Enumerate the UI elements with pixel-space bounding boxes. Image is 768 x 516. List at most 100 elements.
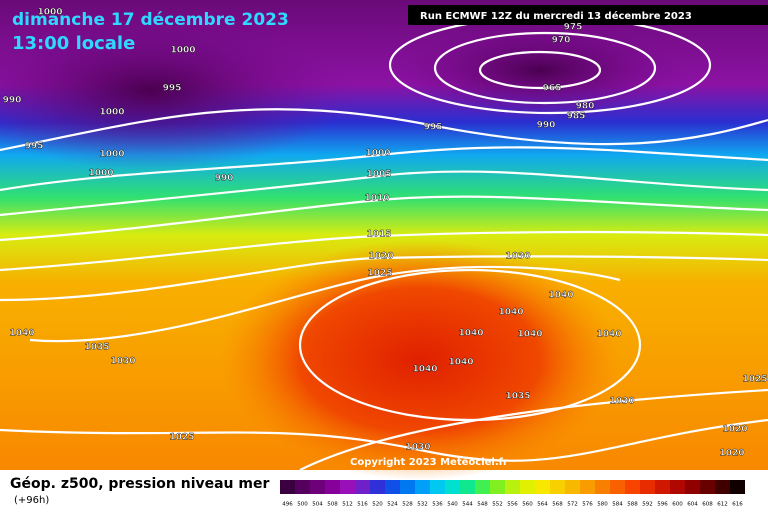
isobar-label: 985 (567, 112, 586, 122)
date: dimanche 17 décembre 2023 (12, 10, 289, 30)
legend-label: 536 (432, 502, 443, 508)
legend-swatch (715, 480, 730, 494)
isobar-label: 1000 (170, 46, 195, 56)
isobar-label: 1040 (458, 329, 483, 339)
legend-swatch (430, 480, 445, 494)
legend-label: 568 (552, 502, 563, 508)
legend-swatch (475, 480, 490, 494)
isobar-label: 965 (543, 84, 562, 94)
isobar-label: 980 (576, 102, 595, 112)
legend-swatch (550, 480, 565, 494)
isobar-label: 1040 (448, 358, 473, 368)
isobar-label: 1030 (110, 357, 135, 367)
isobar-label: 1040 (596, 330, 621, 340)
isobar-label: 1005 (366, 170, 391, 180)
legend-label: 608 (702, 502, 713, 508)
isobar-label: 1035 (84, 343, 109, 353)
legend-swatch (310, 480, 325, 494)
legend-label: 544 (462, 502, 473, 508)
time: 13:00 locale (12, 33, 135, 54)
legend-swatch (385, 480, 400, 494)
isobar-label: 1025 (169, 433, 194, 443)
isobar-label: 1040 (517, 330, 542, 340)
isobar-label: 995 (25, 142, 44, 152)
footer-title: Géop. z500, pression niveau mer (10, 476, 269, 492)
isobars (0, 15, 768, 471)
legend-label: 528 (402, 502, 413, 508)
legend-label: 576 (582, 502, 593, 508)
legend-swatch (445, 480, 460, 494)
legend-swatch (370, 480, 385, 494)
legend-label: 524 (387, 502, 398, 508)
warm-core (220, 240, 620, 480)
legend-swatch (670, 480, 685, 494)
isobar-label: 995 (424, 123, 443, 133)
legend-label: 560 (522, 502, 533, 508)
isobar-label: 1020 (368, 252, 393, 262)
isobar-label: 1000 (365, 149, 390, 159)
isobar-label: 1020 (722, 425, 747, 435)
legend-label: 592 (642, 502, 653, 508)
isobar-label: 1010 (364, 194, 389, 204)
legend-label: 596 (657, 502, 668, 508)
isobar-label: 1015 (366, 230, 391, 240)
isobar-label: 1025 (742, 375, 767, 385)
run: Run ECMWF 12Z du mercredi 13 décembre 20… (420, 10, 692, 22)
legend-swatch (325, 480, 340, 494)
legend-label: 496 (282, 502, 293, 508)
legend-swatch (340, 480, 355, 494)
legend-swatch (295, 480, 310, 494)
run-banner (408, 5, 768, 25)
isobar-label: 995 (163, 84, 182, 94)
isobar-label: 1040 (548, 291, 573, 301)
legend-swatch (640, 480, 655, 494)
isobar-label: 1035 (505, 392, 530, 402)
legend-swatch (685, 480, 700, 494)
legend-label: 600 (672, 502, 683, 508)
isobar-label: 1000 (99, 108, 124, 118)
legend-label: 612 (717, 502, 728, 508)
legend-swatch (280, 480, 295, 494)
legend-label: 564 (537, 502, 548, 508)
footer-subtitle: (+96h) (14, 495, 49, 506)
legend-label: 532 (417, 502, 428, 508)
legend-label: 512 (342, 502, 353, 508)
legend-label: 572 (567, 502, 578, 508)
legend-swatch (655, 480, 670, 494)
legend-label: 588 (627, 502, 638, 508)
copyright: Copyright 2023 Meteociel.fr (350, 457, 508, 468)
legend-swatch (535, 480, 550, 494)
isobar-label: 1030 (609, 397, 634, 407)
legend-label: 520 (372, 502, 383, 508)
legend-label: 508 (327, 502, 338, 508)
cold-core (0, 10, 350, 170)
isobar-label: 1000 (99, 150, 124, 160)
isobar-label: 1040 (498, 308, 523, 318)
legend-swatch (625, 480, 640, 494)
isobar-label: 1020 (719, 449, 744, 459)
legend-label: 604 (687, 502, 698, 508)
legend-swatch (730, 480, 745, 494)
legend-label: 540 (447, 502, 458, 508)
legend-swatch (400, 480, 415, 494)
isobar-label: 1030 (505, 252, 530, 262)
isobar-label: 990 (537, 121, 556, 131)
legend-label: 556 (507, 502, 518, 508)
legend-label: 504 (312, 502, 323, 508)
isobar-label: 1000 (37, 8, 62, 18)
legend-swatch (610, 480, 625, 494)
legend-swatch (565, 480, 580, 494)
isobar-label: 975 (564, 23, 583, 33)
legend-swatch (595, 480, 610, 494)
isobar-label: 970 (552, 36, 571, 46)
legend-label: 552 (492, 502, 503, 508)
legend-label: 516 (357, 502, 368, 508)
legend: 496 500 504 508 512 516 520 524 528 532 536 540 544 5… (280, 480, 745, 508)
isobar-label: 990 (215, 174, 234, 184)
legend-label: 500 (297, 502, 308, 508)
isobar-label: 1000 (88, 169, 113, 179)
legend-swatch (460, 480, 475, 494)
isobar-labels: 1000 1000 990 995 1000 995 1000 1000 990 995 1000 1… (2, 7, 767, 459)
isobar-label: 1040 (9, 329, 34, 339)
